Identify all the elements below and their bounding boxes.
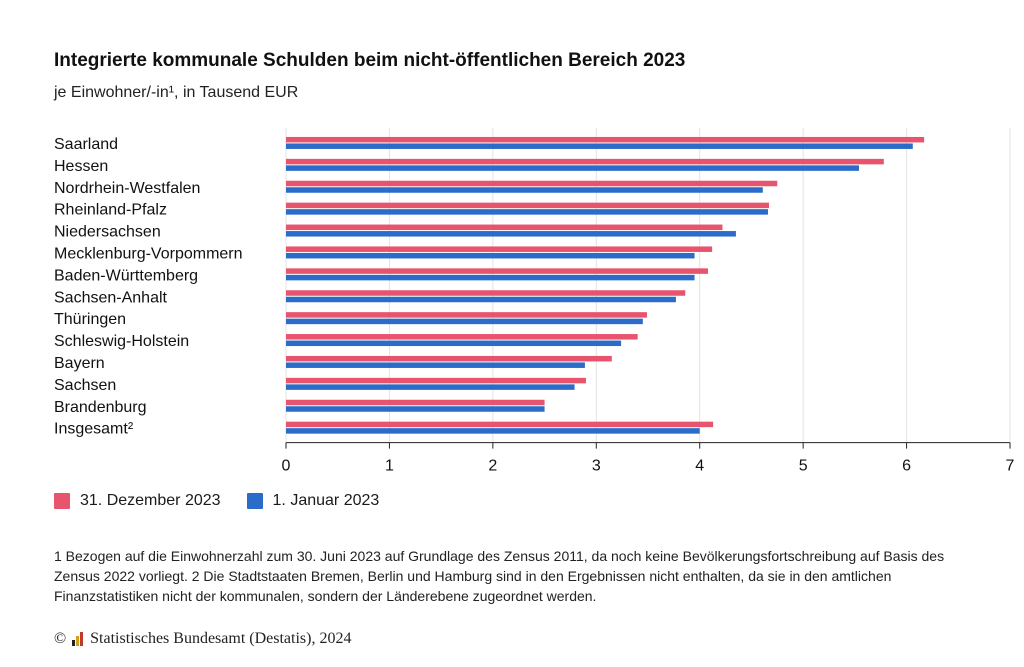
bar-dec[interactable]	[286, 421, 714, 428]
chart-subtitle: je Einwohner/-in¹, in Tausend EUR	[54, 84, 299, 101]
bar-jan[interactable]	[286, 340, 622, 347]
category-label: Bayern	[54, 355, 105, 372]
bar-jan[interactable]	[286, 274, 695, 281]
copyright-symbol: ©	[54, 630, 67, 647]
bar-jan[interactable]	[286, 187, 763, 193]
chart-title: Integrierte kommunale Schulden beim nich…	[54, 50, 686, 71]
legend-swatch-dec	[54, 493, 70, 509]
category-label: Saarland	[54, 136, 118, 153]
copyright-text: Statistisches Bundesamt (Destatis), 2024	[90, 630, 352, 647]
bar-dec[interactable]	[286, 399, 545, 406]
category-label: Sachsen	[54, 377, 116, 394]
category-label: Baden-Württemberg	[54, 267, 198, 284]
category-label: Brandenburg	[54, 399, 147, 416]
x-tick-label: 3	[592, 458, 601, 475]
bar-dec[interactable]	[286, 334, 638, 340]
bar-jan[interactable]	[286, 296, 676, 303]
x-tick-label: 5	[799, 458, 808, 475]
legend-item-jan[interactable]: 1. Januar 2023	[246, 492, 380, 510]
x-tick-label: 4	[695, 458, 704, 475]
bar-dec[interactable]	[286, 290, 686, 296]
category-label: Hessen	[54, 158, 108, 175]
category-label: Thüringen	[54, 311, 126, 328]
bar-jan[interactable]	[286, 406, 545, 412]
category-label: Insgesamt²	[54, 421, 134, 438]
bar-chart: Saarland Hessen Nordrhein-Westfalen Rheinla…	[54, 128, 1015, 475]
bar-jan[interactable]	[286, 428, 700, 434]
bar-dec[interactable]	[286, 355, 612, 362]
x-tick-label: 6	[902, 458, 911, 475]
destatis-logo-icon	[72, 632, 84, 646]
category-label: Rheinland-Pfalz	[54, 202, 167, 219]
bar-jan[interactable]	[286, 209, 768, 215]
bar-dec[interactable]	[286, 312, 647, 318]
bar-dec[interactable]	[286, 268, 708, 274]
category-label: Sachsen-Anhalt	[54, 289, 168, 306]
bar-dec[interactable]	[286, 202, 770, 209]
bar-jan[interactable]	[286, 384, 575, 390]
bar-dec[interactable]	[286, 246, 713, 252]
bar-dec[interactable]	[286, 180, 778, 187]
legend-label-dec: 31. Dezember 2023	[80, 492, 221, 509]
category-label: Niedersachsen	[54, 224, 161, 241]
bar-jan[interactable]	[286, 252, 695, 259]
bar-dec[interactable]	[286, 158, 884, 165]
x-tick-label: 1	[385, 458, 394, 475]
category-label: Schleswig-Holstein	[54, 333, 189, 350]
x-tick-label: 2	[488, 458, 497, 475]
bar-jan[interactable]	[286, 143, 913, 149]
bar-dec[interactable]	[286, 224, 723, 231]
legend: 31. Dezember 2023 1. Januar 2023	[54, 492, 405, 510]
legend-swatch-jan	[246, 493, 263, 509]
category-label: Mecklenburg-Vorpommern	[54, 245, 243, 262]
copyright: © Statistisches Bundesamt (Destatis), 20…	[54, 630, 351, 648]
bar-jan[interactable]	[286, 231, 736, 237]
bar-jan[interactable]	[286, 362, 585, 368]
x-tick-label: 7	[1006, 458, 1015, 475]
legend-label-jan: 1. Januar 2023	[272, 492, 380, 509]
bar-dec[interactable]	[286, 377, 586, 384]
legend-item-dec[interactable]: 31. Dezember 2023	[54, 492, 221, 510]
category-label: Nordrhein-Westfalen	[54, 180, 200, 197]
bar-jan[interactable]	[286, 318, 643, 325]
bar-dec[interactable]	[286, 136, 925, 143]
bar-jan[interactable]	[286, 165, 859, 171]
footnote: 1 Bezogen auf die Einwohnerzahl zum 30. …	[54, 548, 945, 604]
x-tick-label: 0	[282, 458, 291, 475]
